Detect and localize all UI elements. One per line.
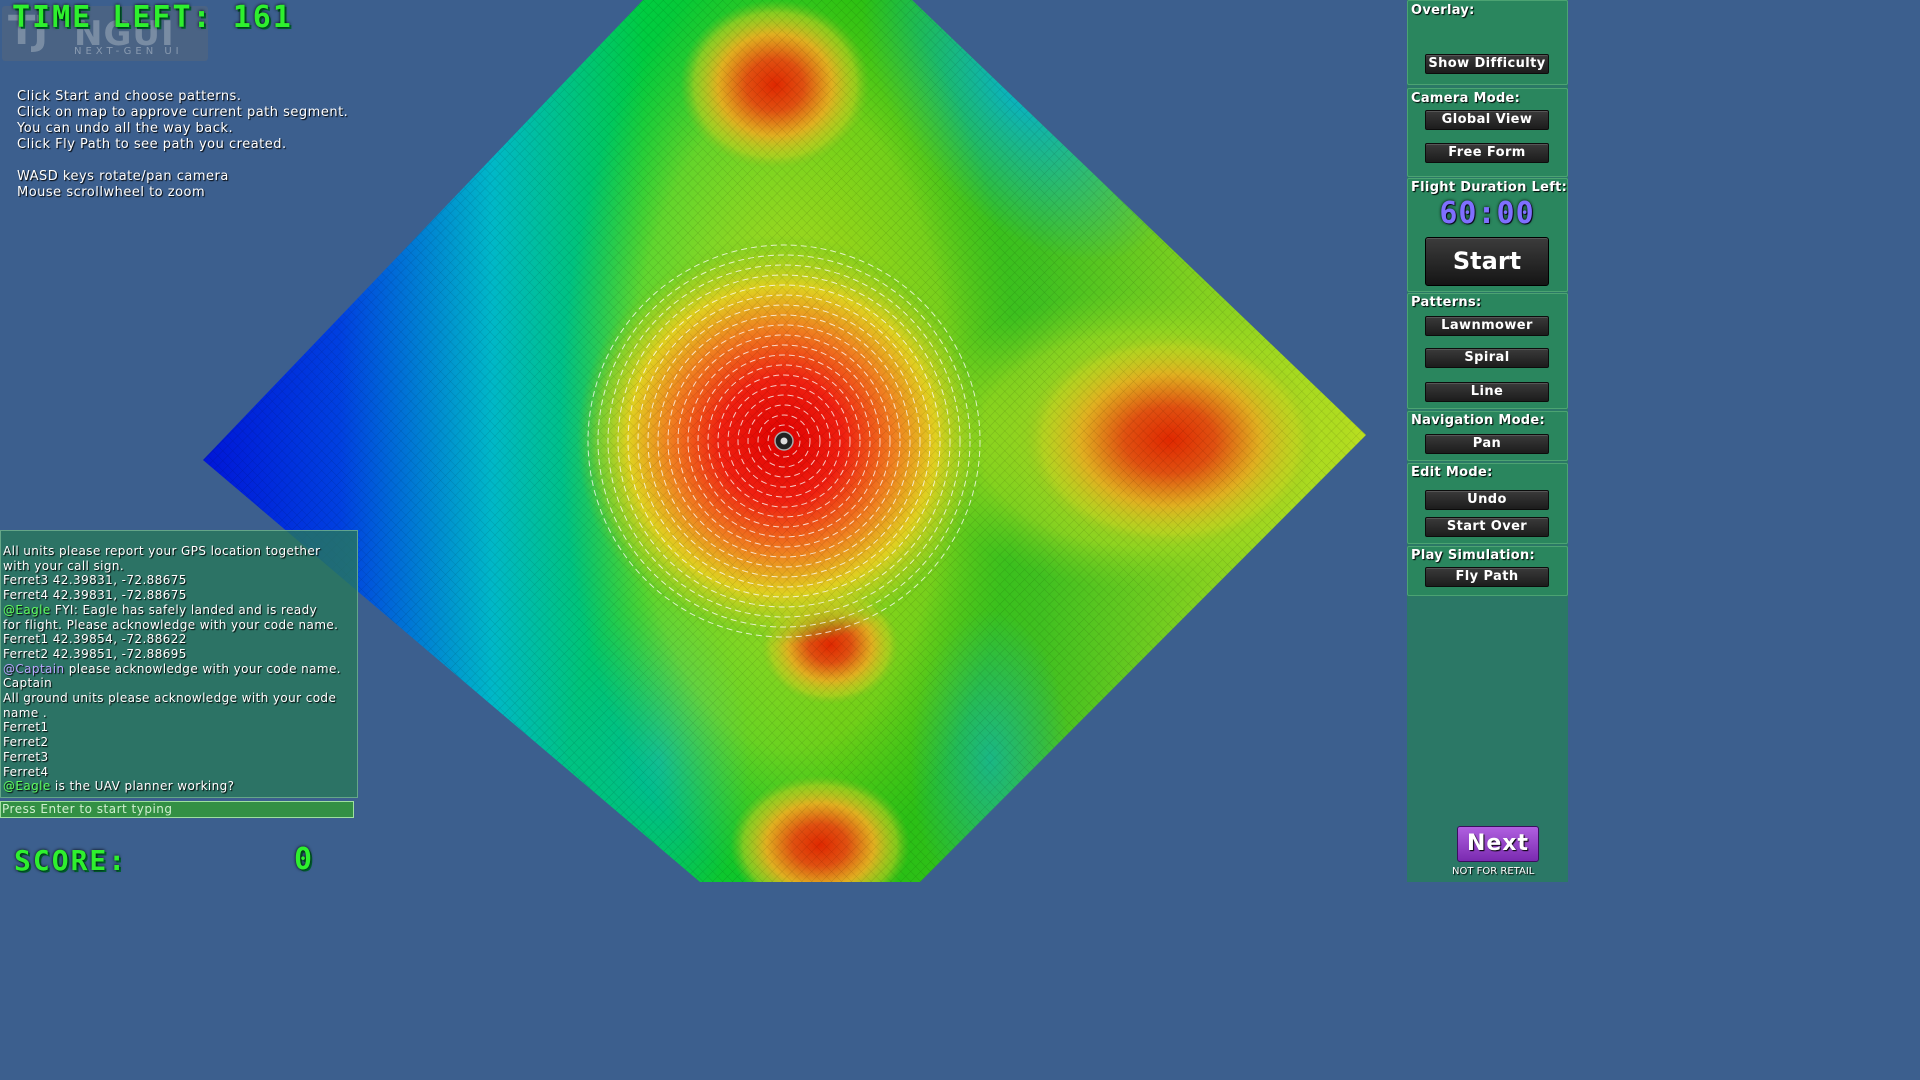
show-difficulty-button[interactable]: Show Difficulty [1425,54,1549,74]
chat-message: Ferret4 42.39831, -72.88675 [3,588,357,603]
chat-message: Ferret1 42.39854, -72.88622 [3,632,357,647]
camera-mode-label: Camera Mode: [1411,91,1521,106]
chat-text: for flight. Please acknowledge with your… [3,617,339,632]
instruction-line: Click Fly Path to see path you created. [17,137,287,152]
chat-text: Captain [3,676,53,691]
chat-message: @Eagle is the UAV planner working? [3,779,357,794]
chat-message: @Eagle FYI: Eagle has safely landed and … [3,603,357,618]
instruction-line: Click Start and choose patterns. [17,89,242,104]
chat-text: All ground units please acknowledge with… [3,691,337,706]
ngui-logo: TJ NGUI NEXT-GEN UI [2,6,208,61]
score-value: 0 [294,842,313,877]
chat-text: All units please report your GPS locatio… [3,544,321,558]
time-left-display: TIME LEFT: 161 [12,0,293,35]
chat-mention: @Eagle [3,602,51,617]
chat-message: name . [3,706,357,721]
chat-text: please acknowledge with your code name. [64,661,341,676]
chat-text: Ferret2 [3,735,49,750]
chat-text: Ferret1 [3,720,49,735]
navigation-mode-label: Navigation Mode: [1411,413,1546,428]
chat-message: for flight. Please acknowledge with your… [3,618,357,633]
edit-mode-label: Edit Mode: [1411,465,1493,480]
patterns-label: Patterns: [1411,295,1482,310]
chat-mention: @Captain [3,661,65,676]
chat-message: Ferret3 42.39831, -72.88675 [3,573,357,588]
chat-message: Ferret2 42.39851, -72.88695 [3,647,357,662]
pan-button[interactable]: Pan [1425,434,1549,454]
spiral-button[interactable]: Spiral [1425,348,1549,368]
spiral-path-preview [587,244,981,638]
chat-message: All ground units please acknowledge with… [3,691,357,706]
instruction-line: WASD keys rotate/pan camera [17,169,229,184]
start-button[interactable]: Start [1425,237,1549,286]
chat-message: Captain [3,676,357,691]
not-for-retail-label: NOT FOR RETAIL [1452,866,1535,877]
chat-text: with your call sign. [3,558,125,573]
time-left-label: TIME LEFT: [12,0,213,35]
flight-duration-label: Flight Duration Left: [1411,180,1568,195]
chat-text: name . [3,705,48,720]
chat-text: Ferret4 [3,764,49,779]
chat-mention: @Eagle [3,779,51,794]
global-view-button[interactable]: Global View [1425,110,1549,130]
logo-text: NGUI [74,14,175,54]
chat-text: Ferret1 42.39854, -72.88622 [3,632,187,647]
time-left-value: 161 [232,0,293,35]
chat-message: Ferret3 [3,750,357,765]
chat-message: with your call sign. [3,559,357,574]
chat-message: Ferret2 [3,735,357,750]
instruction-spacer [17,153,348,169]
logo-mark: TJ [8,8,48,54]
chat-log[interactable]: All units please report your GPS locatio… [0,530,358,798]
start-over-button[interactable]: Start Over [1425,517,1549,537]
lawnmower-button[interactable]: Lawnmower [1425,316,1549,336]
chat-text: Ferret2 42.39851, -72.88695 [3,646,187,661]
instruction-line: You can undo all the way back. [17,121,234,136]
chat-text: FYI: Eagle has safely landed and is read… [50,602,318,617]
instruction-line: Click on map to approve current path seg… [17,105,349,120]
play-simulation-label: Play Simulation: [1411,548,1536,563]
line-button[interactable]: Line [1425,382,1549,402]
chat-text: Ferret3 42.39831, -72.88675 [3,573,187,588]
free-form-button[interactable]: Free Form [1425,143,1549,163]
camera-mode-section: Camera Mode: [1407,88,1568,177]
score-label: SCORE: [14,844,128,877]
chat-message: All units please report your GPS locatio… [3,544,357,559]
instruction-line: Mouse scrollwheel to zoom [17,185,206,200]
chat-input[interactable]: Press Enter to start typing [0,801,354,818]
chat-text: Ferret4 42.39831, -72.88675 [3,588,187,603]
fly-path-button[interactable]: Fly Path [1425,567,1549,587]
overlay-label: Overlay: [1411,3,1475,18]
chat-text: is the UAV planner working? [50,779,235,794]
chat-message: Ferret4 [3,765,357,780]
undo-button[interactable]: Undo [1425,490,1549,510]
chat-message: Ferret1 [3,720,357,735]
next-button[interactable]: Next [1457,826,1539,862]
instructions: Click Start and choose patterns. Click o… [17,89,348,201]
chat-message: @Captain please acknowledge with your co… [3,662,357,677]
chat-text: Ferret3 [3,749,49,764]
flight-duration-value: 60:00 [1439,196,1535,231]
logo-subtitle: NEXT-GEN UI [74,46,183,57]
difficulty-heatmap[interactable] [0,0,1568,882]
uav-marker-icon[interactable] [774,431,794,451]
